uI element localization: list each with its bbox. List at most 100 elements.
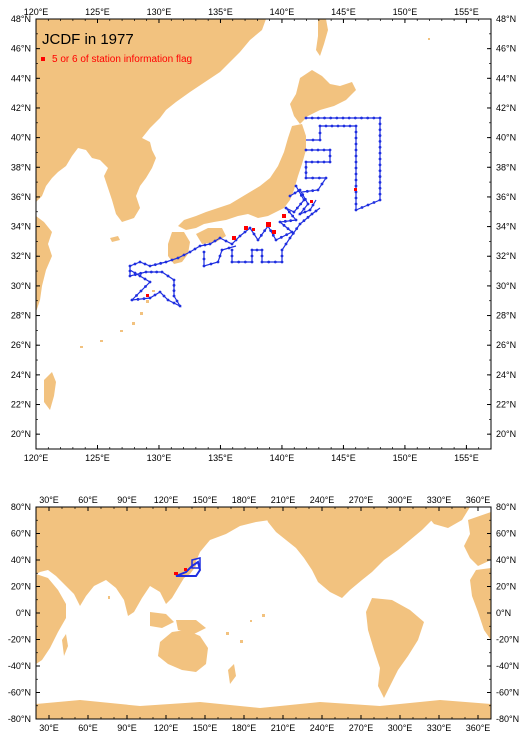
world-map-lat-tick-label: -40°N [496, 661, 519, 671]
regional-map-lat-tick-label: 24°N [496, 370, 516, 380]
station [322, 160, 326, 164]
regional-map-lon-tick-label: 150°E [393, 453, 418, 463]
station [128, 269, 132, 273]
station [316, 188, 320, 192]
world-map-lon-tick-label: 180°E [232, 495, 257, 505]
pacific-islands [108, 596, 265, 643]
regional-map-lat-tick-label: 36°N [11, 192, 31, 202]
station [316, 160, 320, 164]
regional-map-lon-tick-label: 140°E [270, 453, 295, 463]
africa-east [470, 568, 491, 640]
shikoku-island [196, 228, 226, 244]
station [294, 218, 298, 222]
station [294, 184, 298, 188]
regional-map-lat-tick-label: 48°N [11, 14, 31, 24]
station [354, 142, 358, 146]
regional-map-lat-tick-label: 44°N [11, 73, 31, 83]
regional-map-lat-tick-label: 38°N [11, 162, 31, 172]
station [139, 271, 143, 275]
station [305, 189, 309, 193]
station [298, 222, 302, 226]
station [142, 297, 146, 301]
world-map-lon-tick-label: 210°E [271, 495, 296, 505]
station [230, 254, 234, 258]
flagged-station [232, 236, 236, 240]
station [172, 301, 176, 305]
flagged-station [184, 568, 187, 571]
station [250, 260, 254, 264]
station [310, 212, 314, 216]
station [172, 289, 176, 293]
station [378, 169, 382, 173]
station [193, 247, 197, 251]
station [144, 270, 148, 274]
europe [464, 512, 491, 566]
station [308, 208, 312, 212]
station [282, 223, 286, 227]
station [316, 116, 320, 120]
station [354, 124, 358, 128]
regional-map-lon-tick-label: 125°E [85, 453, 110, 463]
station [354, 136, 358, 140]
flagged-station [174, 572, 178, 575]
regional-map-lat-tick-label: 30°N [11, 281, 31, 291]
flagged-station [272, 230, 276, 234]
station [342, 124, 346, 128]
regional-map: JCDF in 1977 5 or 6 of station informati… [11, 7, 516, 463]
station [283, 219, 287, 223]
station [378, 151, 382, 155]
world-map-lat-tick-label: -20°N [496, 635, 519, 645]
station [138, 274, 142, 278]
regional-map-lat-tick-label: 22°N [11, 400, 31, 410]
taiwan-island [44, 372, 56, 410]
regional-map-lon-tick-label: 125°E [85, 7, 110, 17]
station [172, 278, 176, 282]
station [360, 116, 363, 120]
station [318, 124, 322, 128]
world-map-lat-tick-label: 60°N [496, 529, 516, 539]
station [314, 209, 318, 213]
station [202, 264, 206, 268]
station [155, 270, 159, 274]
station [160, 270, 164, 274]
station [130, 298, 134, 302]
station [291, 231, 295, 235]
station [260, 254, 264, 258]
world-map-lon-tick-label: 300°E [388, 723, 413, 733]
station [330, 124, 334, 128]
station [302, 207, 306, 211]
station [202, 257, 206, 261]
station [306, 215, 310, 219]
station [354, 202, 358, 206]
hokkaido-island [290, 70, 356, 124]
station [353, 116, 357, 120]
station [304, 176, 308, 180]
station [220, 248, 224, 252]
station [378, 198, 382, 202]
station [347, 116, 351, 120]
world-map-lat-tick-label: -60°N [8, 688, 31, 698]
world-map: 30°E 30°E 60°E 60°E 90°E 90°E 120°E 120°E 150°E 1… [8, 495, 519, 733]
station [128, 274, 132, 278]
station [304, 160, 308, 164]
station [263, 229, 267, 233]
station [216, 260, 220, 264]
station [303, 197, 307, 201]
world-map-lon-tick-label: 60°E [78, 723, 98, 733]
world-map-lat-tick-label: -40°N [8, 661, 31, 671]
station [143, 277, 147, 281]
world-map-lon-tick-label: 330°E [427, 723, 452, 733]
station [128, 264, 132, 268]
station [273, 260, 277, 264]
world-map-lon-tick-label: 150°E [193, 723, 218, 733]
station [250, 248, 254, 252]
station [218, 254, 222, 258]
legend-marker [41, 57, 45, 61]
station [354, 160, 358, 164]
station [378, 192, 382, 196]
station [287, 210, 291, 214]
station [378, 134, 382, 137]
station [295, 227, 299, 231]
station [159, 261, 163, 265]
station [378, 116, 382, 120]
